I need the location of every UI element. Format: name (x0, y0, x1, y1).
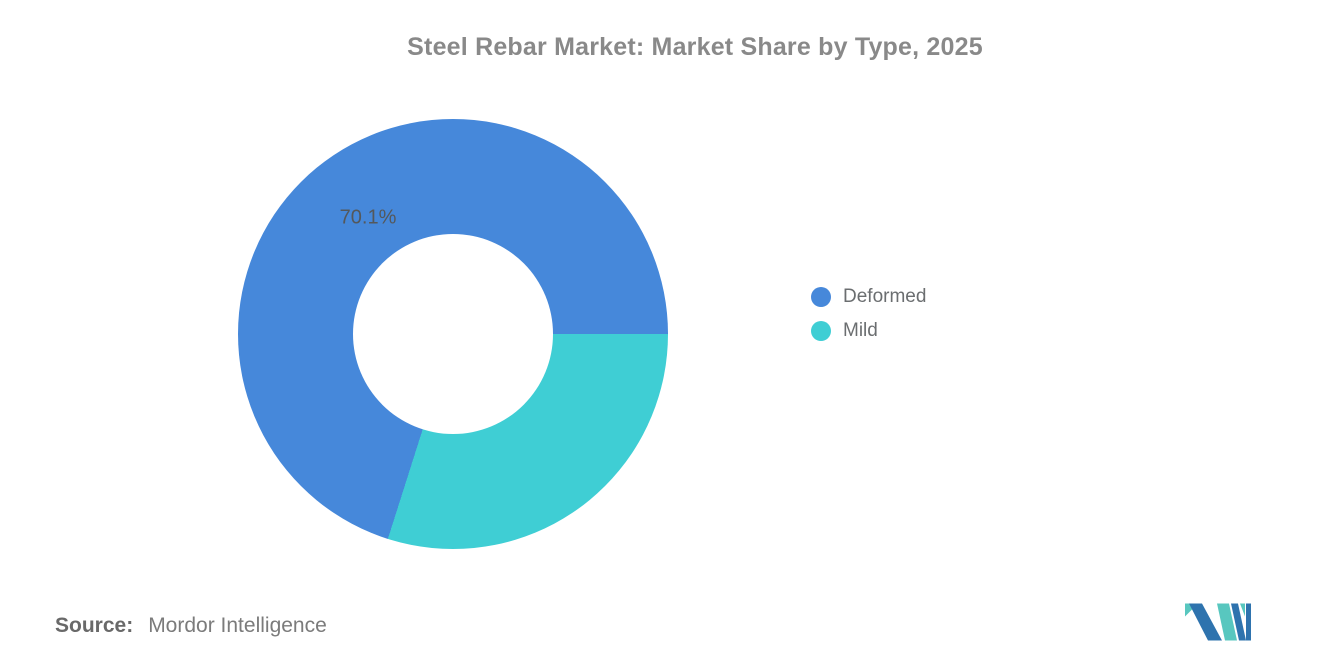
logo-shape-teal-band (1217, 603, 1237, 641)
logo-shape-teal-topright (1240, 603, 1245, 617)
legend-item-deformed[interactable]: Deformed (811, 286, 926, 308)
legend-label-mild: Mild (843, 320, 878, 341)
slice-label-deformed: 70.1% (339, 206, 397, 229)
source-attribution: Source: Mordor Intelligence (55, 614, 327, 638)
mordor-intelligence-logo (1185, 603, 1251, 641)
chart-title: Steel Rebar Market: Market Share by Type… (407, 33, 983, 61)
logo-shape-blue-diag (1231, 603, 1246, 641)
chart-legend: Deformed Mild (811, 286, 926, 342)
legend-marker-deformed-icon (811, 287, 831, 307)
legend-item-mild[interactable]: Mild (811, 320, 926, 342)
source-label: Source: (55, 614, 134, 637)
donut-hole (353, 234, 553, 434)
logo-shape-blue-band (1189, 603, 1222, 641)
legend-marker-mild-icon (811, 321, 831, 341)
logo-shape-blue-bar (1246, 603, 1251, 641)
source-text: Mordor Intelligence (148, 614, 327, 637)
legend-label-deformed: Deformed (843, 286, 927, 307)
